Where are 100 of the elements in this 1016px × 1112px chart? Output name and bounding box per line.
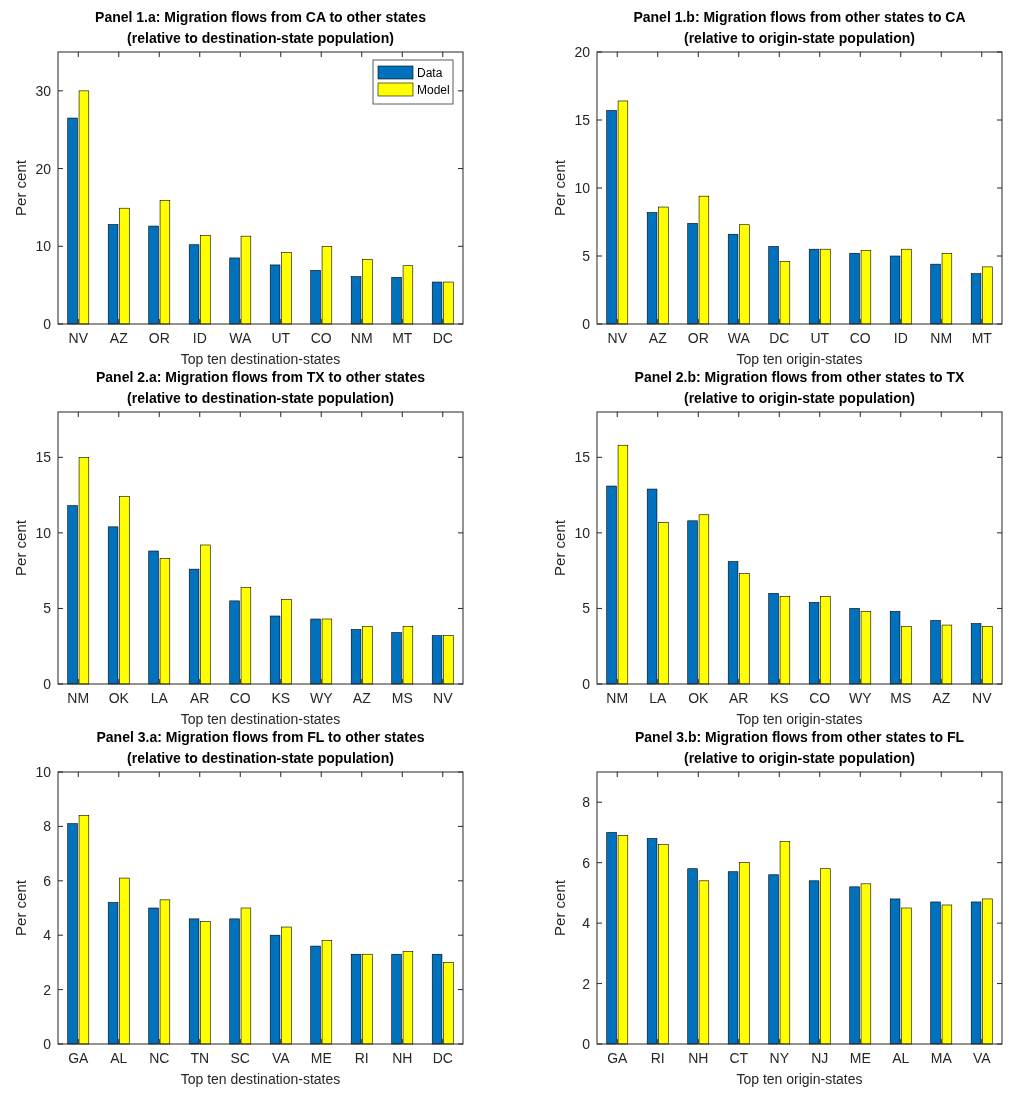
x-tick-label: WY	[309, 690, 334, 706]
x-tick-label: NJ	[811, 1050, 829, 1066]
x-tick-label: NV	[972, 690, 993, 706]
y-axis-title: Per cent	[551, 519, 568, 576]
x-tick-label: MA	[930, 1050, 953, 1066]
y-tick-label: 10	[574, 180, 591, 196]
x-tick-label: AZ	[352, 690, 372, 706]
x-tick-label: MT	[392, 330, 413, 346]
x-tick-label: MS	[890, 690, 912, 706]
chart-subtitle: (relative to origin-state population)	[683, 750, 916, 766]
y-tick-label: 6	[582, 854, 591, 871]
x-tick-label: MT	[971, 330, 993, 346]
x-tick-label: CO	[310, 330, 332, 346]
y-tick-label: 8	[43, 818, 52, 835]
y-tick-label: 10	[35, 764, 52, 780]
y-tick-label: 5	[43, 600, 52, 617]
x-tick-label: OK	[108, 690, 130, 706]
y-tick-label: 2	[582, 975, 591, 992]
x-tick-label: SC	[230, 1050, 250, 1066]
x-tick-label: NH	[688, 1050, 709, 1066]
y-tick-label: 20	[574, 44, 591, 60]
y-tick-label: 5	[582, 600, 591, 617]
y-tick-label: 15	[574, 112, 591, 128]
y-tick-label: 0	[582, 316, 591, 332]
y-tick-label: 4	[43, 927, 52, 944]
chart-title: Panel 1.a: Migration flows from CA to other states	[95, 9, 427, 25]
chart-title: Panel 1.b: Migration flows from other states to CA	[633, 9, 966, 25]
y-tick-label: 30	[35, 82, 52, 99]
x-tick-label: AZ	[109, 330, 129, 346]
x-tick-label: NV	[433, 690, 454, 706]
y-tick-label: 0	[43, 316, 52, 332]
x-tick-label: RI	[650, 1050, 665, 1066]
y-tick-label: 8	[582, 794, 591, 811]
x-axis-title: Top ten origin-states	[736, 1071, 863, 1087]
x-tick-label: WY	[848, 690, 873, 706]
chart-title: Panel 3.a: Migration flows from FL to other states	[96, 729, 425, 745]
chart-subtitle: (relative to destination-state population)	[127, 390, 394, 406]
legend-label: Data	[417, 66, 443, 80]
x-tick-label: OR	[148, 330, 170, 346]
x-tick-label: GA	[68, 1050, 90, 1066]
x-tick-label: ID	[192, 330, 207, 346]
x-tick-label: NY	[769, 1050, 790, 1066]
y-tick-label: 5	[582, 248, 591, 264]
x-tick-label: DC	[769, 330, 790, 346]
x-tick-label: NV	[607, 330, 628, 346]
x-tick-label: ID	[893, 330, 908, 346]
x-tick-label: AL	[892, 1050, 910, 1066]
y-tick-label: 0	[43, 1036, 52, 1052]
x-axis-title: Top ten origin-states	[736, 711, 863, 727]
chart-title: Panel 2.b: Migration flows from other states to TX	[634, 369, 966, 385]
x-tick-label: UT	[810, 330, 830, 346]
y-tick-label: 10	[35, 524, 52, 541]
y-tick-label: 20	[35, 160, 52, 177]
x-tick-label: AZ	[648, 330, 668, 346]
x-axis-title: Top ten destination-states	[180, 711, 341, 727]
legend-label: Model	[417, 83, 450, 97]
x-tick-label: NH	[392, 1050, 413, 1066]
y-axis-title: Per cent	[12, 519, 29, 576]
y-tick-label: 15	[35, 449, 52, 466]
x-tick-label: OK	[688, 690, 710, 706]
y-tick-label: 2	[43, 981, 52, 998]
x-tick-label: NM	[930, 330, 953, 346]
x-tick-label: UT	[271, 330, 291, 346]
x-tick-label: KS	[271, 690, 291, 706]
x-tick-label: AZ	[932, 690, 951, 706]
x-tick-label: AR	[729, 690, 749, 706]
x-tick-label: CO	[849, 330, 871, 346]
x-tick-label: ME	[310, 1050, 332, 1066]
y-axis-title: Per cent	[551, 879, 568, 936]
x-tick-label: CO	[229, 690, 251, 706]
x-tick-label: NM	[350, 330, 373, 346]
x-tick-label: NC	[149, 1050, 170, 1066]
x-tick-label: GA	[607, 1050, 629, 1066]
x-tick-label: NV	[68, 330, 89, 346]
y-tick-label: 0	[582, 1036, 591, 1052]
x-tick-label: NM	[67, 690, 90, 706]
x-tick-label: LA	[150, 690, 169, 706]
chart-subtitle: (relative to origin-state population)	[683, 390, 916, 406]
chart-title: Panel 3.b: Migration flows from other states to FL	[634, 729, 965, 745]
x-axis-title: Top ten origin-states	[736, 351, 863, 367]
x-tick-label: RI	[354, 1050, 369, 1066]
x-tick-label: KS	[769, 690, 789, 706]
x-tick-label: AL	[110, 1050, 128, 1066]
y-axis-title: Per cent	[12, 159, 29, 216]
x-tick-label: CT	[729, 1050, 749, 1066]
y-tick-label: 4	[582, 915, 591, 932]
x-tick-label: MS	[391, 690, 413, 706]
x-tick-label: WA	[727, 330, 751, 346]
y-tick-label: 15	[574, 449, 591, 466]
x-tick-label: OR	[687, 330, 709, 346]
y-axis-title: Per cent	[12, 879, 29, 936]
y-tick-label: 10	[35, 238, 52, 255]
x-tick-label: DC	[432, 1050, 453, 1066]
y-tick-label: 6	[43, 872, 52, 889]
x-tick-label: TN	[190, 1050, 210, 1066]
x-tick-label: ME	[849, 1050, 871, 1066]
x-tick-label: CO	[809, 690, 831, 706]
y-axis-title: Per cent	[551, 159, 568, 216]
x-tick-label: VA	[972, 1050, 992, 1066]
x-tick-label: WA	[229, 330, 252, 346]
